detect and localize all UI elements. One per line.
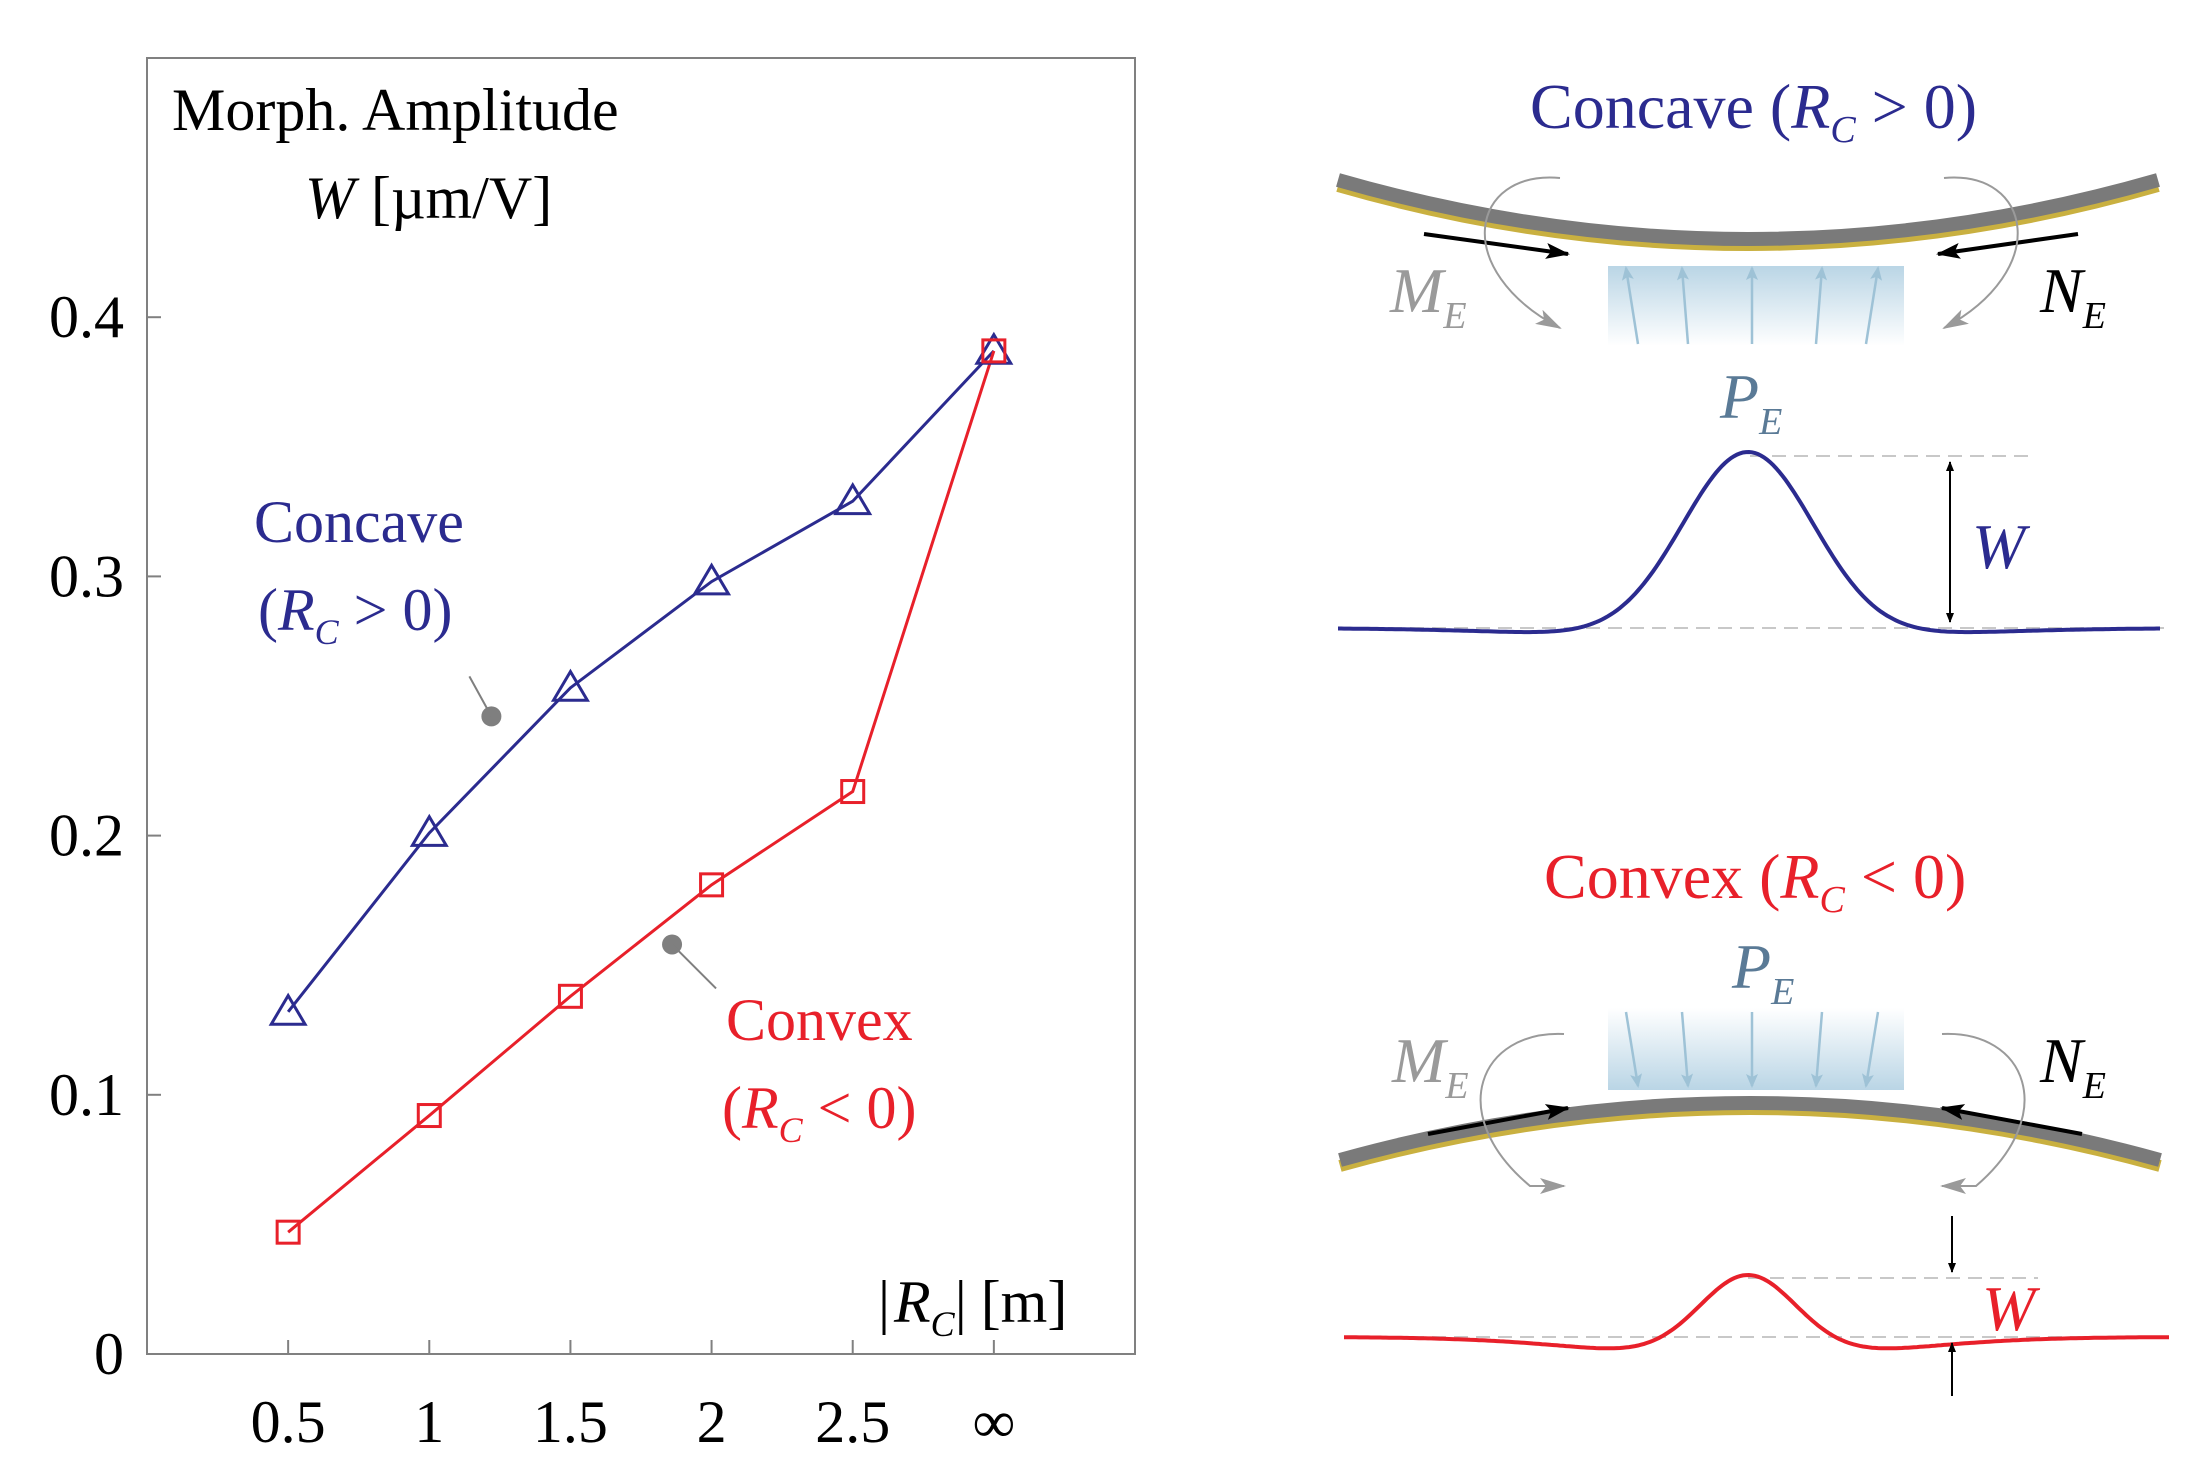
- convex-deflection-profile: [1344, 1272, 2169, 1351]
- series-lines: [286, 349, 996, 1234]
- amplitude-chart: 0 0.1 0.2 0.3 0.4 0.5 1 1.5 2 2.5 ∞ Morph. Amplit…: [49, 57, 1136, 1455]
- normal-force-label-concave: NE: [2039, 255, 2106, 337]
- plot-frame: [146, 57, 1136, 1355]
- x-tick-label: 1: [414, 1389, 444, 1455]
- data-point-square: [699, 872, 725, 898]
- right-moment-arrow: [1942, 176, 2019, 329]
- y-axis: 0 0.1 0.2 0.3 0.4: [49, 284, 161, 1387]
- y-tick-label: 0.4: [49, 284, 124, 350]
- pressure-label-convex: PE: [1731, 931, 1794, 1013]
- pressure-arrows-convex: [1624, 1011, 1880, 1088]
- y-tick-label: 0: [94, 1321, 124, 1387]
- moment-label-convex: ME: [1391, 1025, 1469, 1107]
- data-point-square: [275, 1219, 301, 1245]
- convex-amplitude-label: W: [1982, 1273, 2041, 1344]
- concave-amplitude-label: W: [1972, 511, 2031, 582]
- concave-beam: [1336, 173, 2160, 246]
- data-point-triangle: [833, 482, 873, 516]
- left-moment-arrow: [1484, 176, 1562, 329]
- x-tick-label: 2: [697, 1389, 727, 1455]
- convex-series-sublabel: (RC < 0): [722, 1075, 916, 1150]
- data-point-triangle: [550, 668, 590, 702]
- data-point-square: [981, 338, 1007, 364]
- convex-title: Convex (RC < 0): [1544, 841, 1966, 921]
- x-tick-label: ∞: [972, 1389, 1015, 1455]
- convex-schematic: Convex (RC < 0) PE ME NE W: [1338, 841, 2169, 1396]
- x-tick-label: 1.5: [533, 1389, 608, 1455]
- callouts: [468, 675, 717, 990]
- convex-series-label: Convex: [726, 987, 913, 1053]
- moment-label-concave: ME: [1389, 255, 1467, 337]
- convex-callout-line: [671, 943, 717, 990]
- data-point-triangle: [268, 992, 308, 1026]
- left-normal-force-arrow: [1423, 232, 1570, 259]
- right-normal-force-arrow-convex: [1940, 1104, 2083, 1136]
- concave-series-sublabel: (RC > 0): [258, 577, 452, 652]
- concave-callout-line: [468, 675, 493, 717]
- concave-series-label: Concave: [254, 489, 464, 555]
- data-point-triangle: [692, 562, 732, 596]
- pressure-label-concave: PE: [1719, 361, 1782, 443]
- x-axis: 0.5 1 1.5 2 2.5 ∞: [251, 1340, 1015, 1455]
- y-axis-label: W [µm/V]: [305, 165, 552, 231]
- y-tick-label: 0.2: [49, 803, 124, 869]
- concave-schematic: Concave (RC > 0) ME NE PE W: [1336, 71, 2164, 635]
- y-tick-label: 0.3: [49, 543, 124, 609]
- x-axis-label: |RC| [m]: [878, 1269, 1067, 1344]
- x-tick-label: 0.5: [251, 1389, 326, 1455]
- data-point-square: [557, 983, 583, 1009]
- y-tick-label: 0.1: [49, 1062, 124, 1128]
- series-markers: [268, 331, 1014, 1245]
- chart-title: Morph. Amplitude: [172, 77, 619, 143]
- series-line-2: [287, 350, 996, 1234]
- x-tick-label: 2.5: [815, 1389, 890, 1455]
- left-normal-force-arrow-convex: [1427, 1104, 1570, 1136]
- right-moment-arrow-convex: [1940, 1032, 2026, 1194]
- left-moment-arrow-convex: [1479, 1032, 1566, 1194]
- series-line-1: [286, 349, 995, 1013]
- data-point-square: [416, 1103, 442, 1129]
- normal-force-label-convex: NE: [2039, 1025, 2106, 1107]
- data-point-triangle: [409, 813, 449, 847]
- data-point-square: [840, 779, 866, 805]
- concave-deflection-profile: [1338, 449, 2160, 635]
- pressure-field: [1608, 266, 1904, 346]
- right-normal-force-arrow: [1936, 232, 2079, 259]
- concave-title: Concave (RC > 0): [1530, 71, 1977, 151]
- convex-beam: [1338, 1096, 2162, 1167]
- pressure-field-convex: [1608, 1008, 1904, 1090]
- pressure-arrows: [1621, 266, 1883, 345]
